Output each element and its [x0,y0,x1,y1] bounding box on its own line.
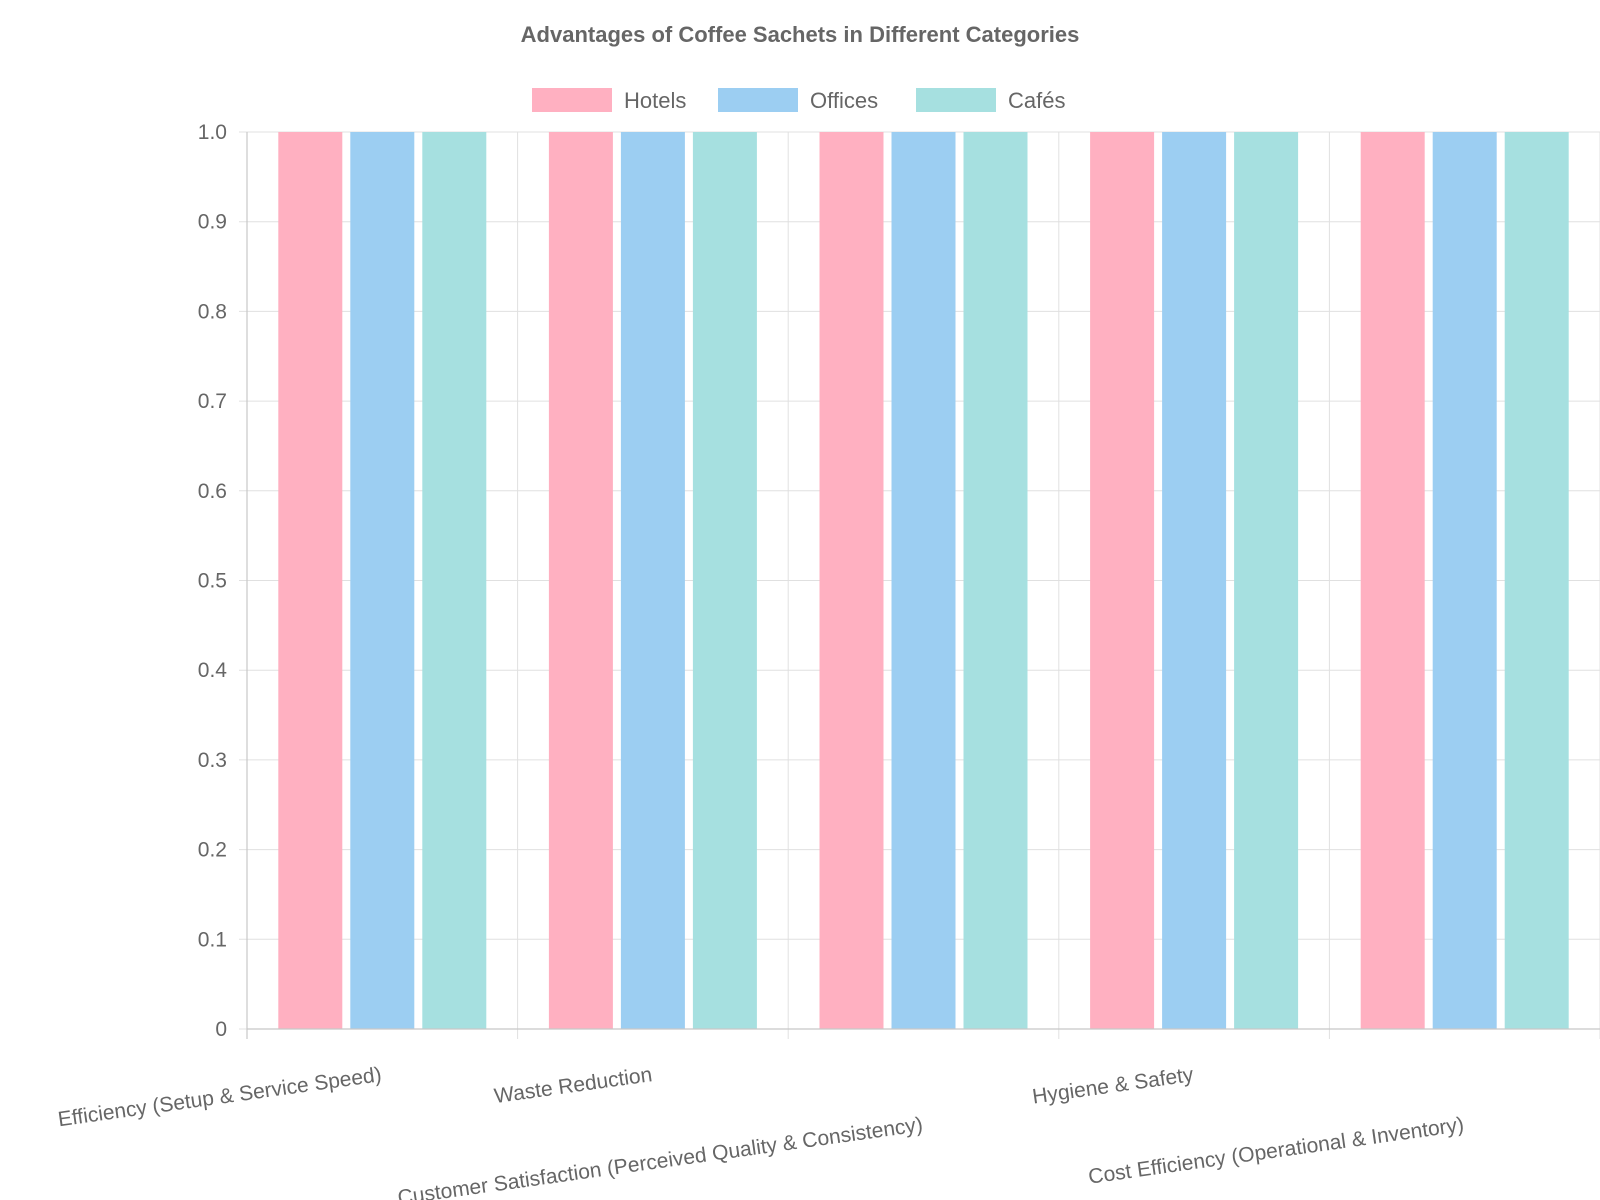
bar-offices [891,132,956,1029]
bar-caf-s [422,132,487,1029]
y-tick-label: 0.6 [198,480,227,503]
x-category-label: Hygiene & Safety [1031,1063,1195,1108]
bar-hotels [819,132,884,1029]
legend-swatch[interactable] [532,88,612,112]
legend-label[interactable]: Offices [810,88,878,113]
chart-title: Advantages of Coffee Sachets in Differen… [521,22,1080,47]
y-tick-label: 0.5 [198,570,227,593]
y-tick-label: 0.4 [198,659,228,682]
bar-hotels [278,132,343,1029]
bar-offices [350,132,415,1029]
y-tick-labels: 0 0.1 0.2 0.3 0.4 0.5 0.6 0.7 0.8 0.9 1.0 [198,121,228,1041]
y-tick-label: 0.2 [198,839,227,862]
y-tick-label: 0.7 [198,390,227,413]
bar-caf-s [692,132,757,1029]
y-tick-label: 0.1 [198,928,227,951]
bar-hotels [1360,132,1425,1029]
bars [278,132,1569,1029]
bar-caf-s [963,132,1028,1029]
y-tick-label: 0.9 [198,211,227,234]
bar-offices [1162,132,1227,1029]
y-tick-label: 0.3 [198,749,227,772]
bar-hotels [548,132,613,1029]
x-category-labels: Efficiency (Setup & Service Speed) Waste … [57,1063,1466,1200]
bar-caf-s [1504,132,1569,1029]
legend-label[interactable]: Hotels [624,88,686,113]
legend-swatch[interactable] [718,88,798,112]
x-category-label: Customer Satisfaction (Perceived Quality… [396,1113,924,1200]
bar-hotels [1090,132,1155,1029]
axes [246,132,1600,1039]
x-category-label: Cost Efficiency (Operational & Inventory… [1087,1113,1465,1189]
legend: Hotels Offices Cafés [532,88,1065,113]
y-tick-label: 0.8 [198,300,227,323]
legend-label[interactable]: Cafés [1008,88,1065,113]
x-category-label: Efficiency (Setup & Service Speed) [57,1063,383,1131]
legend-swatch[interactable] [916,88,996,112]
bar-caf-s [1234,132,1299,1029]
bar-offices [1432,132,1497,1029]
x-category-label: Waste Reduction [493,1063,654,1108]
y-tick-label: 0 [215,1018,227,1041]
bar-offices [620,132,685,1029]
y-tick-label: 1.0 [198,121,227,144]
